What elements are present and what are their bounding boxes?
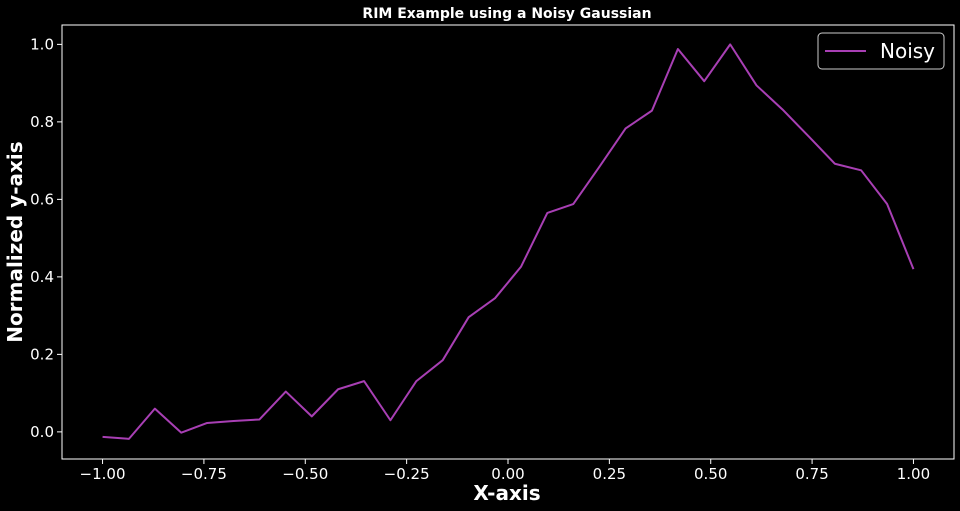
data-point <box>233 420 235 422</box>
x-axis-ticks: −1.00 −0.75 −0.50 −0.25 0.00 0.25 0.50 0.75 1.00 <box>80 459 930 483</box>
data-point <box>337 388 339 390</box>
data-point <box>415 380 417 382</box>
data-point <box>311 415 313 417</box>
data-point <box>886 203 888 205</box>
series-layer <box>102 43 915 440</box>
data-point <box>729 43 731 45</box>
data-point <box>468 316 470 318</box>
data-point <box>808 136 810 138</box>
legend-box <box>817 32 945 70</box>
y-tick-label: 0.2 <box>30 345 54 363</box>
data-point <box>625 127 627 129</box>
data-point <box>285 391 287 393</box>
data-point <box>834 163 836 165</box>
data-point <box>102 436 104 438</box>
data-point <box>572 203 574 205</box>
data-point <box>520 266 522 268</box>
data-point <box>180 432 182 434</box>
series-line-noisy <box>102 43 915 440</box>
data-point <box>206 422 208 424</box>
data-point <box>389 419 391 421</box>
x-tick-label: 1.00 <box>897 465 930 483</box>
data-point <box>912 268 914 270</box>
legend-label-noisy: Noisy <box>880 39 935 63</box>
data-point <box>546 212 548 214</box>
y-tick-label: 0.0 <box>30 423 54 441</box>
data-point <box>258 418 260 420</box>
data-point <box>651 110 653 112</box>
y-tick-label: 0.8 <box>30 113 54 131</box>
data-point <box>128 438 130 440</box>
y-axis-ticks: 0.0 0.2 0.4 0.6 0.8 1.0 <box>30 35 62 441</box>
data-point <box>677 48 679 50</box>
chart-title: RIM Example using a Noisy Gaussian <box>362 6 651 22</box>
x-tick-label: 0.00 <box>491 465 524 483</box>
data-point <box>860 169 862 171</box>
data-point <box>756 84 758 86</box>
x-tick-label: 0.50 <box>694 465 727 483</box>
x-tick-label: −0.25 <box>384 465 430 483</box>
data-point <box>494 297 496 299</box>
x-axis-label: X-axis <box>473 481 540 505</box>
legend: Noisy <box>817 32 945 70</box>
y-tick-label: 0.6 <box>30 190 54 208</box>
data-point <box>703 80 705 82</box>
data-point <box>781 108 783 110</box>
y-tick-label: 1.0 <box>30 35 54 53</box>
x-tick-label: −0.50 <box>282 465 328 483</box>
x-tick-label: −1.00 <box>80 465 126 483</box>
data-point <box>154 408 156 410</box>
x-tick-label: 0.25 <box>593 465 626 483</box>
data-point <box>363 380 365 382</box>
y-tick-label: 0.4 <box>30 268 54 286</box>
data-point <box>442 359 444 361</box>
data-point <box>599 165 601 167</box>
x-tick-label: −0.75 <box>181 465 227 483</box>
y-axis-label: Normalized y-axis <box>3 141 27 342</box>
x-tick-label: 0.75 <box>795 465 828 483</box>
